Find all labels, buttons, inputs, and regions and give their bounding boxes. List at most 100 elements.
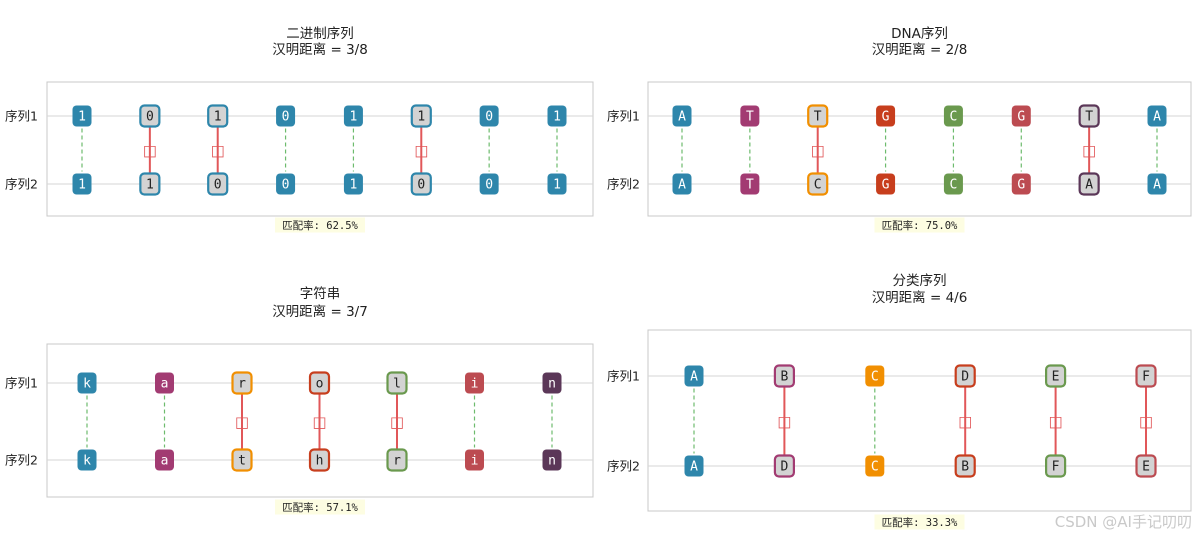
match-rate-badge: 匹配率: 62.5% [275, 217, 365, 233]
seq1-cell: C [943, 105, 963, 127]
cell-box [72, 173, 92, 195]
cell-box [1147, 105, 1167, 127]
cell-box [876, 173, 896, 195]
row-label: 序列1 [607, 369, 640, 384]
cell-char: G [1017, 110, 1025, 125]
cell-char: A [690, 370, 698, 385]
cell-char: k [83, 454, 91, 469]
cell-box [207, 172, 229, 196]
seq1-cell: l [386, 371, 408, 395]
seq2-cell: 1 [343, 173, 363, 195]
cell-box [740, 105, 760, 127]
seq2-cell: i [465, 449, 484, 471]
cell-char: 1 [146, 178, 154, 193]
seq1-cell: k [77, 372, 97, 394]
mismatch-marker: □ [958, 413, 972, 431]
seq1-cell: 1 [547, 105, 567, 127]
cell-box [410, 104, 432, 128]
cell-char: 0 [146, 110, 154, 125]
cell-box [865, 455, 885, 477]
panel-subtitle: 汉明距离 = 3/8 [272, 41, 368, 58]
cell-box [1147, 173, 1167, 195]
row-label: 序列2 [607, 177, 640, 192]
cell-char: i [471, 377, 479, 392]
cell-box [343, 105, 363, 127]
cell-char: 1 [350, 110, 358, 125]
cell-char: T [746, 178, 754, 193]
cell-box [77, 372, 97, 394]
cell-char: 1 [350, 178, 358, 193]
seq2-cell: k [77, 449, 97, 471]
cell-char: r [393, 454, 401, 469]
seq1-cell: n [542, 372, 562, 394]
cell-box [1078, 172, 1100, 196]
seq2-cell: 1 [72, 173, 92, 195]
panel-title: 二进制序列 [286, 26, 354, 42]
cell-box [308, 371, 331, 395]
panel-title: 分类序列 [893, 273, 947, 289]
cell-char: G [1017, 178, 1025, 193]
cell-char: l [393, 377, 401, 392]
panel-title: 字符串 [300, 286, 341, 302]
mismatch-marker: □ [414, 142, 428, 160]
mismatch-marker: □ [777, 413, 791, 431]
match-rate-text: 匹配率: 62.5% [282, 219, 358, 232]
cell-box [276, 173, 296, 195]
cell-box [231, 371, 253, 395]
cell-char: h [316, 454, 324, 469]
cell-box [684, 365, 704, 387]
cell-char: E [1142, 460, 1150, 475]
cell-box [465, 372, 484, 394]
cell-char: 1 [553, 110, 561, 125]
seq2-cell: T [740, 173, 760, 195]
seq1-cell: B [773, 364, 796, 388]
mismatch-marker: □ [1082, 142, 1096, 160]
mismatch-marker: □ [1139, 413, 1153, 431]
row-label: 序列2 [607, 459, 640, 474]
seq2-cell: C [943, 173, 963, 195]
cell-char: 1 [417, 110, 425, 125]
seq2-cell: 0 [276, 173, 296, 195]
cell-box [876, 105, 896, 127]
cell-char: 1 [553, 178, 561, 193]
seq2-cell: 1 [139, 172, 161, 196]
cell-char: r [238, 377, 246, 392]
seq2-cell: A [1147, 173, 1167, 195]
seq2-cell: n [542, 449, 562, 471]
match-rate-text: 匹配率: 33.3% [882, 516, 958, 529]
cell-box [77, 449, 97, 471]
cell-char: k [83, 377, 91, 392]
cell-box [386, 371, 408, 395]
seq1-cell: 1 [343, 105, 363, 127]
cell-char: a [161, 377, 169, 392]
seq2-cell: 0 [207, 172, 229, 196]
match-rate-text: 匹配率: 57.1% [282, 501, 358, 514]
panel-subtitle: 汉明距离 = 4/6 [872, 289, 968, 306]
cell-box [479, 173, 499, 195]
seq2-cell: D [773, 454, 796, 478]
cell-char: 1 [78, 110, 86, 125]
cell-char: 0 [485, 110, 493, 125]
seq2-cell: 0 [410, 172, 432, 196]
cell-box [773, 454, 796, 478]
cell-box [386, 448, 408, 472]
cell-char: 0 [214, 178, 222, 193]
cell-box [684, 455, 704, 477]
seq1-cell: C [865, 365, 885, 387]
seq1-cell: F [1135, 364, 1157, 388]
cell-box [410, 172, 432, 196]
cell-char: C [950, 110, 958, 125]
cell-char: n [548, 454, 556, 469]
seq2-cell: 0 [479, 173, 499, 195]
cell-char: D [961, 370, 969, 385]
seq2-cell: 1 [547, 173, 567, 195]
cell-char: n [548, 377, 556, 392]
cell-char: C [950, 178, 958, 193]
cell-char: C [871, 370, 879, 385]
seq2-cell: h [308, 448, 331, 472]
cell-char: T [746, 110, 754, 125]
